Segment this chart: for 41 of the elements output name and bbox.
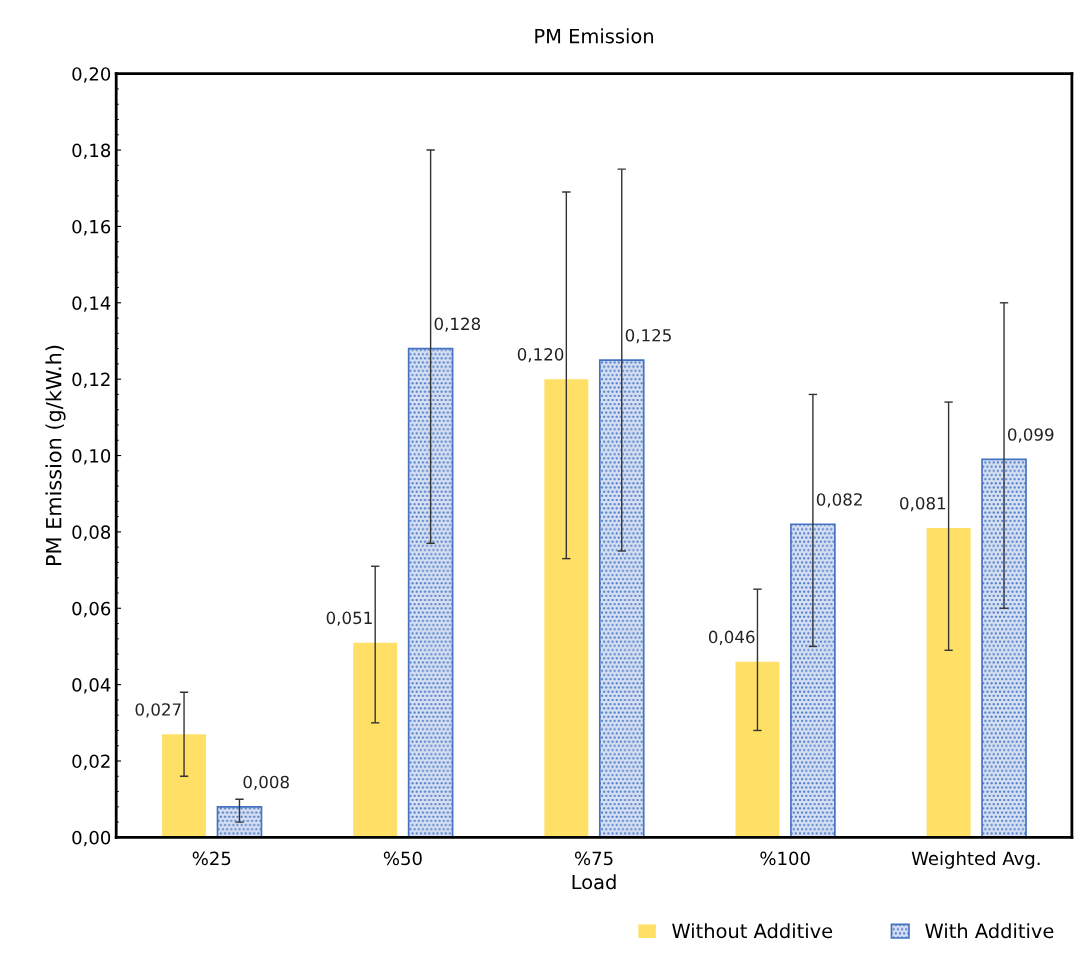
y-tick-label: 0,18 <box>72 143 111 160</box>
data-label: 0,008 <box>243 775 289 791</box>
x-tick-label: %50 <box>383 851 422 866</box>
x-tick-label: Weighted Avg. <box>911 851 1040 869</box>
data-label: 0,125 <box>625 328 671 344</box>
bar <box>598 359 645 838</box>
y-tick-label: 0,10 <box>72 448 111 465</box>
chart-title: PM Emission <box>535 28 653 44</box>
bar <box>544 379 589 838</box>
data-label: 0,082 <box>816 493 862 508</box>
data-label: 0,120 <box>517 348 564 363</box>
data-label: 0,051 <box>326 611 372 626</box>
data-label: 0,099 <box>1007 428 1054 443</box>
bar <box>353 642 398 838</box>
bar <box>926 528 971 838</box>
x-tick-label: %100 <box>760 851 810 866</box>
y-tick-label: 0,12 <box>72 372 110 389</box>
x-tick-label: %25 <box>192 851 231 866</box>
data-label: 0,027 <box>135 703 181 718</box>
bar <box>407 347 454 838</box>
y-tick-label: 0,08 <box>72 525 111 541</box>
y-tick-label: 0,04 <box>72 678 111 694</box>
x-axis-title: Load <box>572 874 616 890</box>
bar <box>790 523 836 838</box>
bar <box>981 458 1027 838</box>
y-tick-label: 0,00 <box>72 830 111 847</box>
x-tick-label: %75 <box>574 851 613 866</box>
legend-label: With Additive <box>925 923 1054 939</box>
bar <box>735 661 780 838</box>
y-tick-label: 0,14 <box>72 296 111 312</box>
data-label: 0,128 <box>434 317 481 332</box>
bar <box>216 805 263 838</box>
y-tick-label: 0,16 <box>72 219 111 236</box>
data-label: 0,081 <box>900 496 946 512</box>
y-tick-label: 0,02 <box>72 754 110 770</box>
legend-label: Without Additive <box>672 923 833 939</box>
bar <box>162 734 207 838</box>
y-tick-label: 0,06 <box>72 601 111 618</box>
data-label: 0,046 <box>708 630 755 645</box>
y-tick-label: 0,20 <box>72 67 111 83</box>
y-axis-title: PM Emission (g/kW.h) <box>45 345 66 566</box>
